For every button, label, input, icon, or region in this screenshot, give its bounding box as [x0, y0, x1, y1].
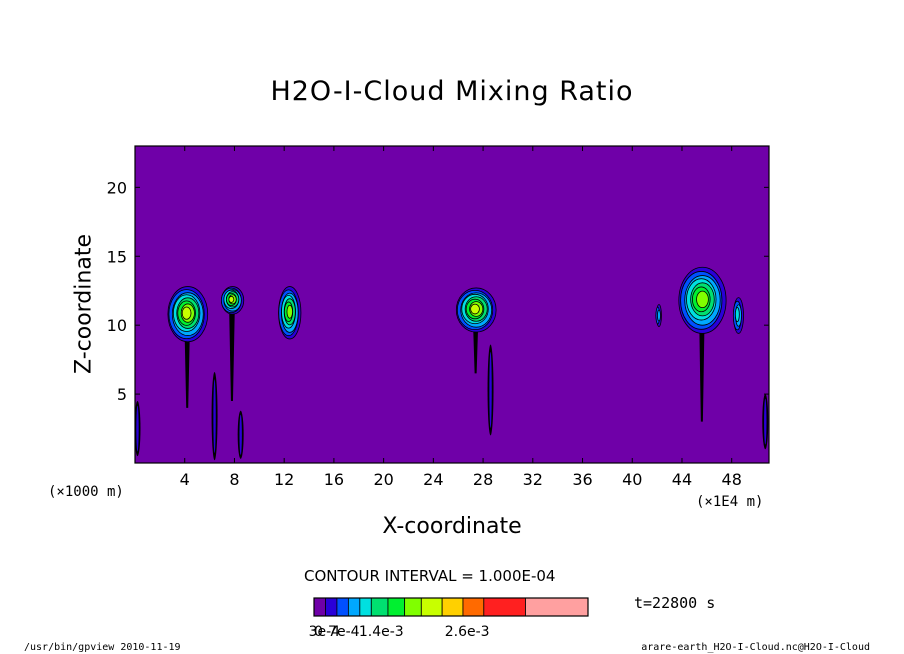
x-tick-label: 12: [274, 470, 294, 489]
cloud-cell-3: [455, 287, 497, 374]
cell-stem: [228, 300, 235, 401]
cell-level-7: [696, 290, 709, 309]
colorbar-level-12: [525, 597, 589, 617]
x-tick-label: 28: [473, 470, 493, 489]
cell-level-3: [657, 309, 661, 322]
x-tick-label: 44: [672, 470, 692, 489]
colorbar-level-10: [462, 597, 485, 617]
x-unit-right: (×1E4 m): [696, 494, 764, 510]
streak-core: [764, 398, 767, 445]
x-tick-label: 32: [523, 470, 543, 489]
cell-level-8: [181, 306, 192, 320]
streak-1: [487, 344, 494, 436]
y-axis-label: Z-coordinate: [71, 234, 97, 374]
cell-level-8: [228, 295, 235, 303]
x-tick-label: 24: [423, 470, 443, 489]
y-tick-label: 15: [107, 247, 127, 266]
colorbar-label: 7e-4: [328, 624, 360, 640]
x-unit-left: (×1000 m): [48, 484, 124, 500]
cloud-cell-5: [655, 304, 662, 327]
cloud-cell-1: [220, 286, 245, 401]
chart-title: H2O-I-Cloud Mixing Ratio: [270, 76, 634, 107]
cell-level-4: [734, 306, 740, 323]
streak-core: [489, 352, 492, 428]
footer-right: arare-earth_H2O-I-Cloud.nc@H2O-I-Cloud: [641, 642, 870, 653]
time-label: t=22800 s: [634, 594, 716, 612]
y-tick-label: 5: [117, 385, 127, 404]
colorbar-label: 2.6e-3: [445, 624, 490, 640]
x-tick-label: 4: [180, 470, 190, 489]
streak-0: [211, 372, 218, 461]
footer-left: /usr/bin/gpview 2010-11-19: [24, 642, 181, 653]
streak-3: [135, 400, 141, 457]
colorbar-level-0: [313, 597, 326, 617]
y-tick-label: 10: [107, 316, 127, 335]
colorbar-level-5: [370, 597, 389, 617]
streak-core: [239, 414, 242, 455]
colorbar-level-2: [336, 597, 349, 617]
x-tick-label: 48: [722, 470, 742, 489]
x-axis-label: X-coordinate: [382, 514, 522, 539]
colorbar-level-8: [420, 597, 443, 617]
colorbar-level-1: [325, 597, 338, 617]
cloud-cell-0: [167, 286, 209, 408]
cloud-cell-4: [678, 266, 727, 422]
x-tick-label: 40: [622, 470, 642, 489]
x-tick-label: 8: [229, 470, 239, 489]
colorbar-level-7: [404, 597, 422, 617]
streak-4: [762, 394, 769, 450]
cell-level-7: [286, 304, 293, 319]
colorbar-level-3: [347, 597, 361, 617]
streak-core: [136, 405, 139, 452]
colorbar-level-4: [359, 597, 372, 617]
colorbar-label: 1.4e-3: [359, 624, 404, 640]
streak-2: [237, 410, 244, 459]
cloud-cell-6: [732, 297, 744, 334]
streak-core: [213, 379, 216, 453]
contour-interval: CONTOUR INTERVAL = 1.000E-04: [304, 567, 556, 585]
colorbar-label: 3e-4: [309, 624, 341, 640]
colorbar-level-9: [441, 597, 464, 617]
colorbar-level-11: [483, 597, 526, 617]
colorbar-label: 0: [314, 624, 323, 640]
colorbar-level-6: [387, 597, 406, 617]
plot-frame: [134, 145, 770, 464]
x-tick-label: 36: [572, 470, 592, 489]
colorbar-frame: [313, 597, 589, 617]
x-tick-label: 16: [324, 470, 344, 489]
y-tick-label: 20: [107, 178, 127, 197]
x-tick-label: 20: [373, 470, 393, 489]
cloud-cell-2: [278, 286, 302, 340]
cell-level-8: [470, 303, 480, 315]
